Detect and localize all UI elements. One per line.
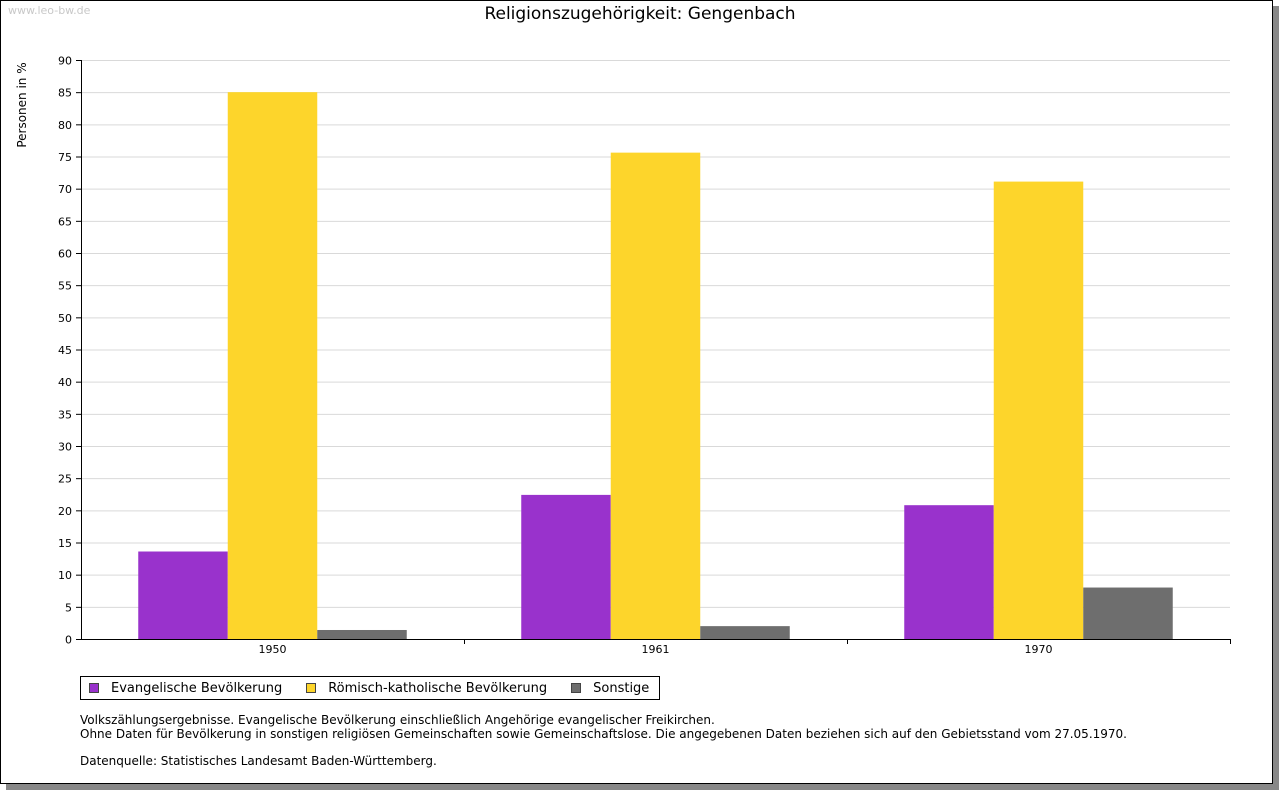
legend-swatch-evangelisch: [89, 683, 99, 693]
legend-item-evangelisch: Evangelische Bevölkerung: [89, 681, 282, 696]
watermark: www.leo-bw.de: [8, 4, 91, 17]
legend-item-katholisch: Römisch-katholische Bevölkerung: [306, 681, 547, 696]
footnote-line-2: Ohne Daten für Bevölkerung in sonstigen …: [80, 727, 1127, 741]
x-tick-label-1970: 1970: [1025, 643, 1053, 656]
y-tick-label-60: 60: [58, 248, 72, 261]
legend-item-sonstige: Sonstige: [571, 681, 649, 696]
y-tick-label-45: 45: [58, 344, 72, 357]
y-tick-label-20: 20: [58, 505, 72, 518]
legend-label-katholisch: Römisch-katholische Bevölkerung: [328, 680, 548, 696]
y-tick-label-70: 70: [58, 183, 72, 196]
y-tick-label-0: 0: [65, 634, 72, 647]
data-source: Datenquelle: Statistisches Landesamt Bad…: [80, 754, 437, 768]
y-tick-label-80: 80: [58, 119, 72, 132]
legend-label-evangelisch: Evangelische Bevölkerung: [111, 680, 283, 696]
x-tick-label-1950: 1950: [259, 643, 287, 656]
bar-1961-r-misch-katholische-bev-lkerung: [610, 152, 701, 639]
y-tick-label-35: 35: [58, 408, 72, 421]
y-tick-label-15: 15: [58, 537, 72, 550]
y-tick-label-75: 75: [58, 151, 72, 164]
frame-shadow-bottom: [6, 784, 1279, 790]
y-tick-label-30: 30: [58, 441, 72, 454]
y-tick-label-90: 90: [58, 55, 72, 68]
y-tick-label-50: 50: [58, 312, 72, 325]
y-tick-label-55: 55: [58, 280, 72, 293]
footnotes: Volkszählungsergebnisse. Evangelische Be…: [80, 713, 1127, 768]
bar-1961-evangelische-bev-lkerung: [521, 494, 611, 639]
frame-shadow-right: [1273, 6, 1279, 789]
y-tick-label-5: 5: [65, 601, 72, 614]
bar-1950-sonstige: [317, 629, 407, 639]
y-tick-label-40: 40: [58, 376, 72, 389]
bar-1961-sonstige: [700, 626, 790, 639]
bar-1950-r-misch-katholische-bev-lkerung: [227, 92, 318, 639]
chart-title: Religionszugehörigkeit: Gengenbach: [484, 4, 796, 24]
y-tick-label-25: 25: [58, 473, 72, 486]
footnote-line-1: Volkszählungsergebnisse. Evangelische Be…: [80, 713, 715, 727]
legend-swatch-sonstige: [571, 683, 582, 693]
legend: Evangelische Bevölkerung Römisch-katholi…: [80, 676, 661, 700]
y-tick-label-65: 65: [58, 215, 72, 228]
bar-1970-r-misch-katholische-bev-lkerung: [993, 181, 1084, 639]
legend-swatch-katholisch: [306, 683, 317, 693]
legend-label-sonstige: Sonstige: [593, 680, 650, 696]
bar-1970-sonstige: [1083, 587, 1173, 639]
x-tick-label-1961: 1961: [642, 643, 670, 656]
y-tick-label-85: 85: [58, 87, 72, 100]
y-tick-label-10: 10: [58, 569, 72, 582]
bar-1950-evangelische-bev-lkerung: [138, 551, 228, 639]
bar-1970-evangelische-bev-lkerung: [904, 505, 994, 639]
